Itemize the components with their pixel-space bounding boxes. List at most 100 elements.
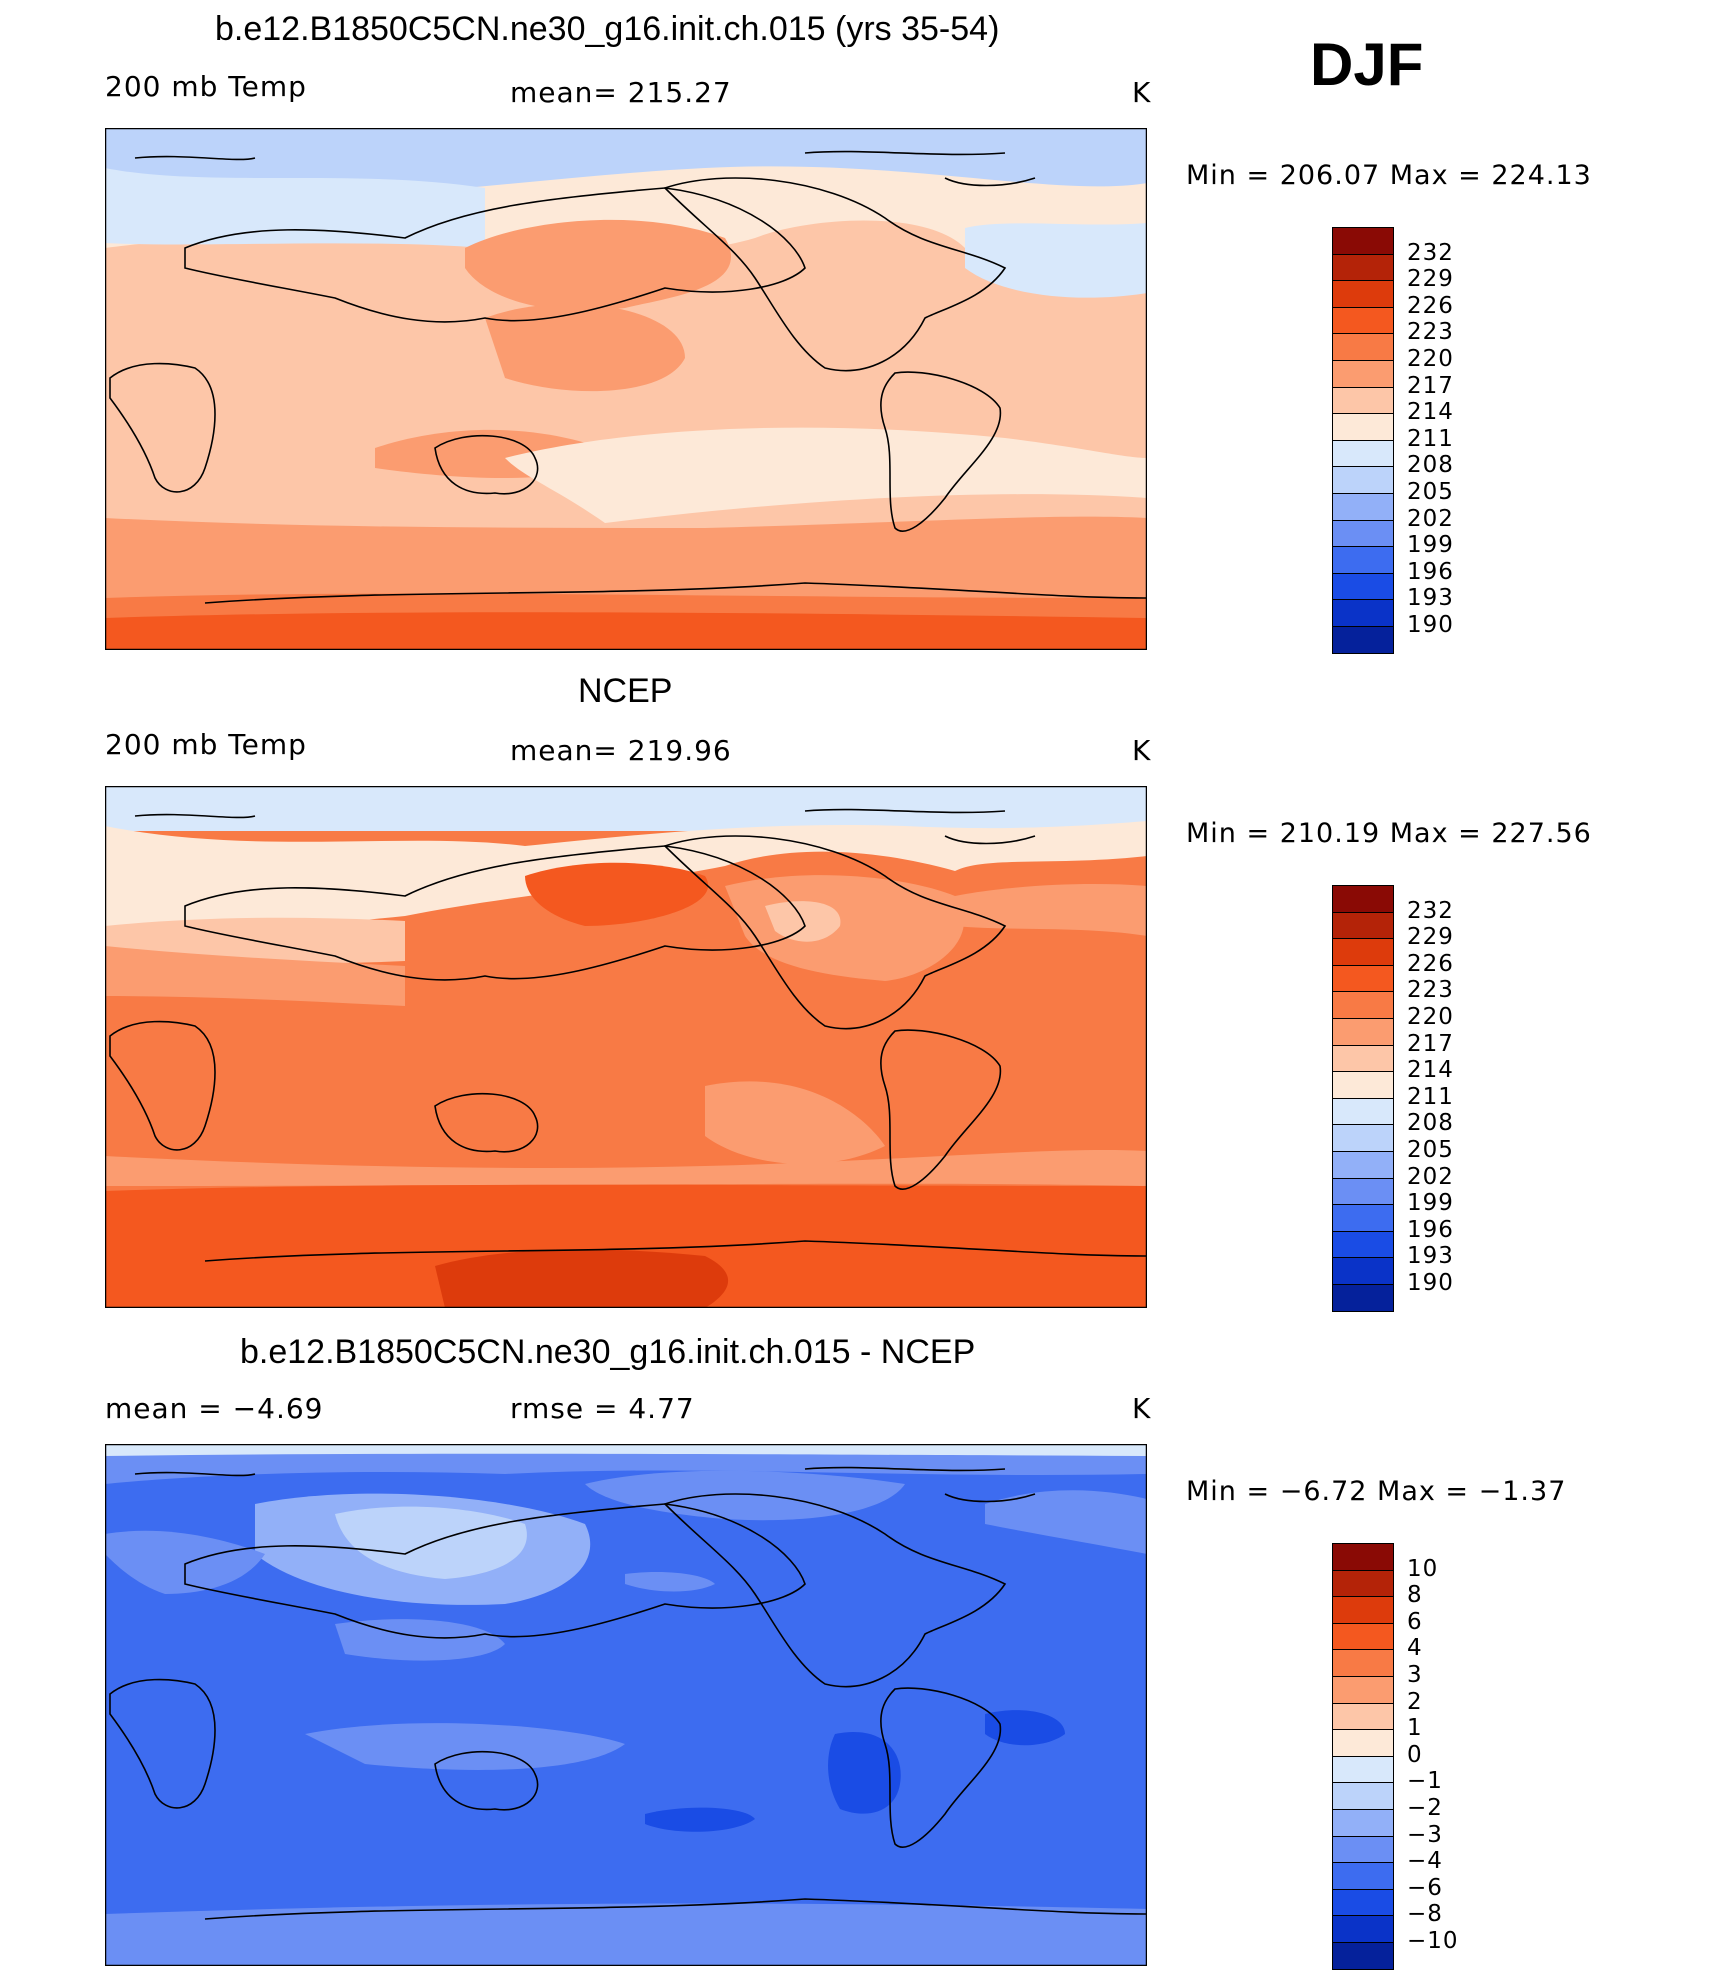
colorbar-swatch bbox=[1333, 626, 1393, 653]
colorbar-swatch bbox=[1333, 1151, 1393, 1179]
colorbar-tick-label: 211 bbox=[1407, 1083, 1454, 1110]
colorbar-tick-label: 1 bbox=[1407, 1715, 1423, 1742]
colorbar-tick-label: 211 bbox=[1407, 425, 1454, 452]
colorbar-swatch bbox=[1333, 1284, 1393, 1311]
colorbar-swatch bbox=[1333, 1836, 1393, 1864]
colorbar-tick-label: 193 bbox=[1407, 1243, 1454, 1270]
colorbar-tick-label: 4 bbox=[1407, 1635, 1423, 1662]
panel-3-units: K bbox=[1132, 1392, 1152, 1425]
panel-1-map bbox=[105, 128, 1147, 650]
colorbar-swatch bbox=[1333, 467, 1393, 494]
colorbar-tick-label: 223 bbox=[1407, 977, 1454, 1004]
panel-3-mean-label: mean = −4.69 bbox=[105, 1392, 324, 1425]
colorbar-swatch bbox=[1333, 965, 1393, 993]
colorbar-tick-label: 202 bbox=[1407, 1163, 1454, 1190]
panel-3-map bbox=[105, 1444, 1147, 1966]
colorbar-tick-label: 217 bbox=[1407, 372, 1454, 399]
colorbar-swatch bbox=[1333, 600, 1393, 627]
colorbar-swatch bbox=[1333, 939, 1393, 966]
colorbar-swatch bbox=[1333, 1756, 1393, 1784]
colorbar-swatch bbox=[1333, 1045, 1393, 1073]
colorbar-tick-label: −2 bbox=[1407, 1795, 1443, 1821]
colorbar-swatch bbox=[1333, 1018, 1393, 1046]
colorbar-swatch bbox=[1333, 1863, 1393, 1890]
colorbar-swatch bbox=[1333, 1098, 1393, 1126]
panel-1-mean-label: mean= 215.27 bbox=[510, 76, 732, 109]
colorbar-swatch bbox=[1333, 1231, 1393, 1259]
colorbar-tick-label: 217 bbox=[1407, 1030, 1454, 1057]
colorbar-swatch bbox=[1333, 573, 1393, 601]
colorbar-swatch bbox=[1333, 1544, 1393, 1571]
colorbar-tick-label: 229 bbox=[1407, 924, 1454, 951]
panel-3-title: b.e12.B1850C5CN.ne30_g16.init.ch.015 - N… bbox=[240, 1333, 976, 1371]
colorbar-tick-label: 205 bbox=[1407, 1137, 1454, 1163]
colorbar-swatch bbox=[1333, 1125, 1393, 1152]
colorbar-tick-label: 190 bbox=[1407, 1270, 1454, 1296]
colorbar-tick-label: 202 bbox=[1407, 505, 1454, 532]
colorbar-swatch bbox=[1333, 992, 1393, 1019]
colorbar-swatch bbox=[1333, 520, 1393, 548]
colorbar-tick-label: −8 bbox=[1407, 1901, 1443, 1928]
colorbar-tick-label: 205 bbox=[1407, 479, 1454, 505]
colorbar-tick-label: 10 bbox=[1407, 1555, 1439, 1582]
colorbar-swatch bbox=[1333, 1178, 1393, 1206]
panel-1-field-label: 200 mb Temp bbox=[105, 70, 307, 103]
colorbar-tick-label: 226 bbox=[1407, 950, 1454, 977]
colorbar-swatch bbox=[1333, 1809, 1393, 1837]
season-label: DJF bbox=[1310, 31, 1424, 98]
colorbar-swatch bbox=[1333, 307, 1393, 335]
colorbar-swatch bbox=[1333, 1597, 1393, 1624]
colorbar-swatch bbox=[1333, 228, 1393, 255]
colorbar-swatch bbox=[1333, 1916, 1393, 1943]
colorbar-swatch bbox=[1333, 1570, 1393, 1598]
colorbar-tick-label: 8 bbox=[1407, 1582, 1423, 1609]
colorbar-tick-label: −6 bbox=[1407, 1874, 1443, 1901]
colorbar-swatch bbox=[1333, 387, 1393, 415]
colorbar-tick-label: 214 bbox=[1407, 399, 1454, 426]
colorbar-swatch bbox=[1333, 1703, 1393, 1731]
colorbar-tick-label: 232 bbox=[1407, 897, 1454, 924]
colorbar-tick-label: −4 bbox=[1407, 1848, 1443, 1875]
panel-2-field-label: 200 mb Temp bbox=[105, 728, 307, 761]
colorbar-tick-label: 196 bbox=[1407, 558, 1454, 585]
colorbar-swatch bbox=[1333, 886, 1393, 913]
colorbar-tick-label: −10 bbox=[1407, 1928, 1459, 1954]
panel-2-mean-label: mean= 219.96 bbox=[510, 734, 732, 767]
colorbar-swatch bbox=[1333, 912, 1393, 940]
panel-2-minmax: Min = 210.19 Max = 227.56 bbox=[1186, 818, 1592, 849]
colorbar-tick-label: −3 bbox=[1407, 1821, 1443, 1848]
colorbar-swatch bbox=[1333, 1783, 1393, 1810]
colorbar-tick-label: 199 bbox=[1407, 1190, 1454, 1217]
colorbar-swatch bbox=[1333, 1072, 1393, 1099]
colorbar-swatch bbox=[1333, 1623, 1393, 1651]
colorbar-swatch bbox=[1333, 1942, 1393, 1969]
panel-1-title: b.e12.B1850C5CN.ne30_g16.init.ch.015 (yr… bbox=[215, 10, 1000, 48]
colorbar-swatch bbox=[1333, 1258, 1393, 1285]
colorbar-tick-label: −1 bbox=[1407, 1768, 1443, 1795]
colorbar-swatch bbox=[1333, 493, 1393, 521]
colorbar-tick-label: 229 bbox=[1407, 266, 1454, 293]
colorbar-tick-label: 220 bbox=[1407, 346, 1454, 372]
panel-2-units: K bbox=[1132, 734, 1152, 767]
colorbar-tick-label: 214 bbox=[1407, 1057, 1454, 1084]
panel-1-minmax: Min = 206.07 Max = 224.13 bbox=[1186, 160, 1592, 191]
colorbar-swatch bbox=[1333, 414, 1393, 441]
colorbar-swatch bbox=[1333, 1676, 1393, 1704]
colorbar-tick-label: 208 bbox=[1407, 452, 1454, 479]
colorbar-tick-label: 223 bbox=[1407, 319, 1454, 346]
panel-1-units: K bbox=[1132, 76, 1152, 109]
colorbar-tick-label: 199 bbox=[1407, 532, 1454, 559]
panel-3-minmax: Min = −6.72 Max = −1.37 bbox=[1186, 1476, 1567, 1507]
panel-3-rmse-label: rmse = 4.77 bbox=[510, 1392, 695, 1425]
colorbar-tick-label: 232 bbox=[1407, 239, 1454, 266]
colorbar-swatch bbox=[1333, 281, 1393, 308]
colorbar-swatch bbox=[1333, 1889, 1393, 1917]
colorbar-tick-label: 190 bbox=[1407, 612, 1454, 638]
colorbar-swatch bbox=[1333, 1730, 1393, 1757]
colorbar-tick-label: 0 bbox=[1407, 1741, 1423, 1768]
colorbar-swatch bbox=[1333, 440, 1393, 468]
colorbar-tick-label: 6 bbox=[1407, 1608, 1423, 1635]
colorbar-tick-label: 193 bbox=[1407, 585, 1454, 612]
colorbar-tick-label: 3 bbox=[1407, 1662, 1423, 1688]
colorbar-tick-label: 220 bbox=[1407, 1004, 1454, 1030]
